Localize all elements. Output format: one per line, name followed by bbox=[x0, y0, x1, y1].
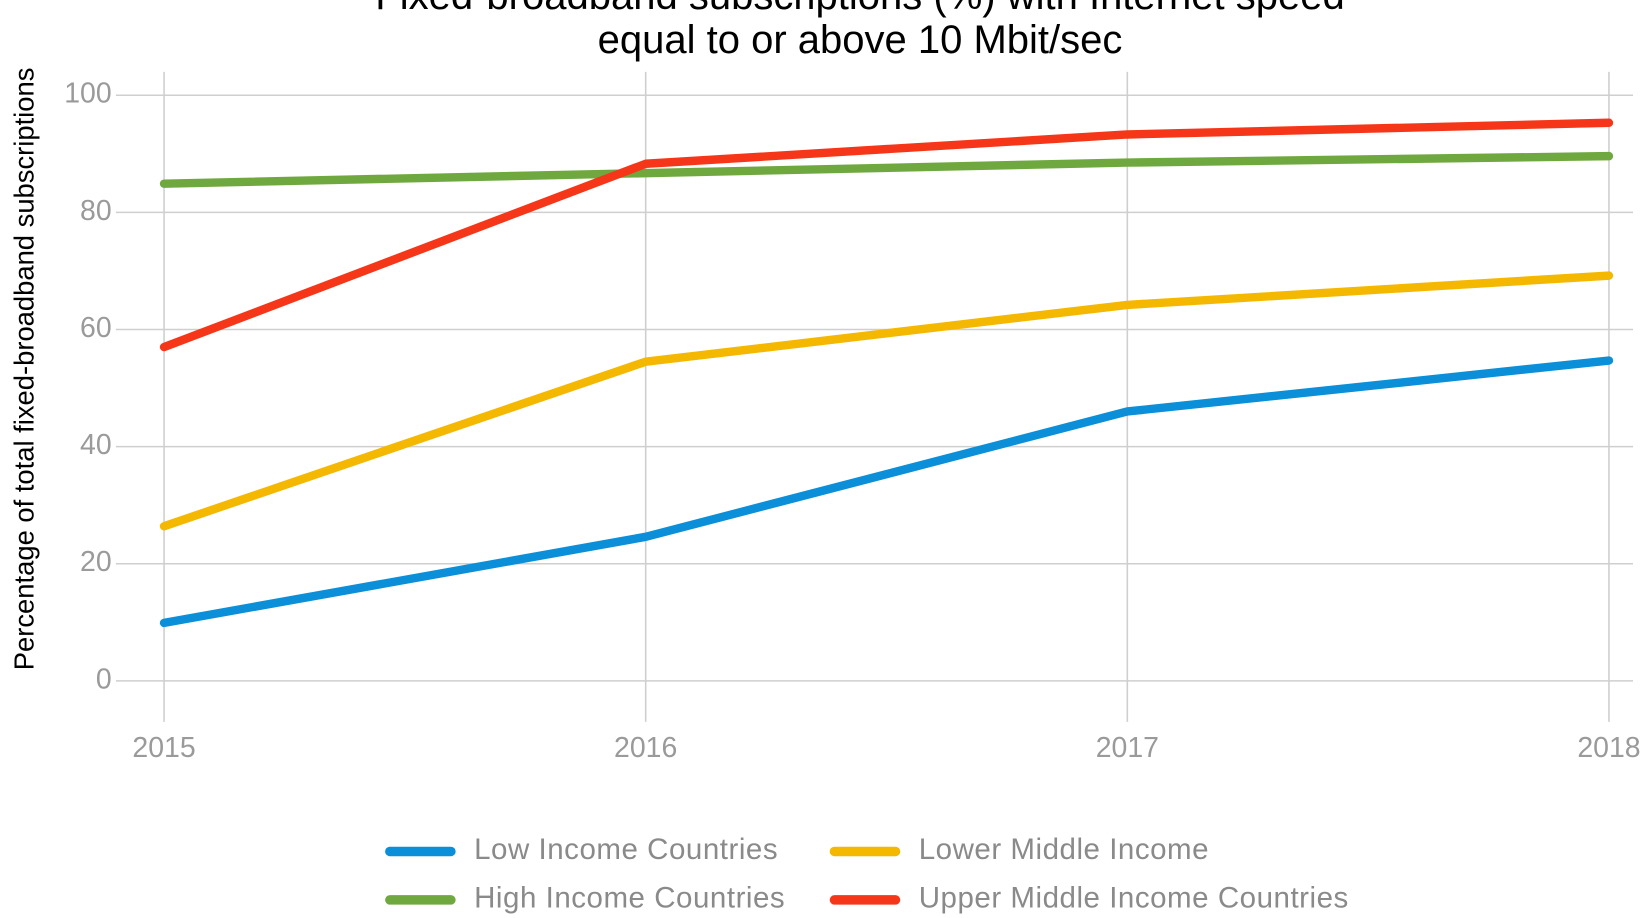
series-line bbox=[159, 118, 1614, 352]
x-tick-label: 2015 bbox=[132, 732, 195, 764]
series-line bbox=[159, 151, 1614, 188]
legend-label: Low Income Countries bbox=[474, 833, 778, 866]
y-axis-label: Percentage of total fixed-broadband subs… bbox=[9, 68, 40, 671]
y-tick-label: 100 bbox=[64, 78, 111, 110]
series-line bbox=[159, 271, 1614, 531]
legend-label: High Income Countries bbox=[474, 882, 785, 915]
series-line bbox=[159, 356, 1614, 628]
chart-title: Fixed-broadband subscriptions (%) with I… bbox=[375, 0, 1344, 62]
legend-label: Lower Middle Income bbox=[919, 833, 1209, 866]
x-tick-label: 2017 bbox=[1096, 732, 1159, 764]
y-tick-label: 40 bbox=[80, 429, 112, 461]
x-tick-label: 2018 bbox=[1577, 732, 1640, 764]
y-tick-label: 60 bbox=[80, 312, 112, 344]
y-tick-label: 20 bbox=[80, 546, 112, 578]
legend-label: Upper Middle Income Countries bbox=[919, 882, 1349, 915]
y-tick-label: 0 bbox=[96, 663, 112, 695]
x-tick-label: 2016 bbox=[614, 732, 677, 764]
y-tick-label: 80 bbox=[80, 195, 112, 227]
